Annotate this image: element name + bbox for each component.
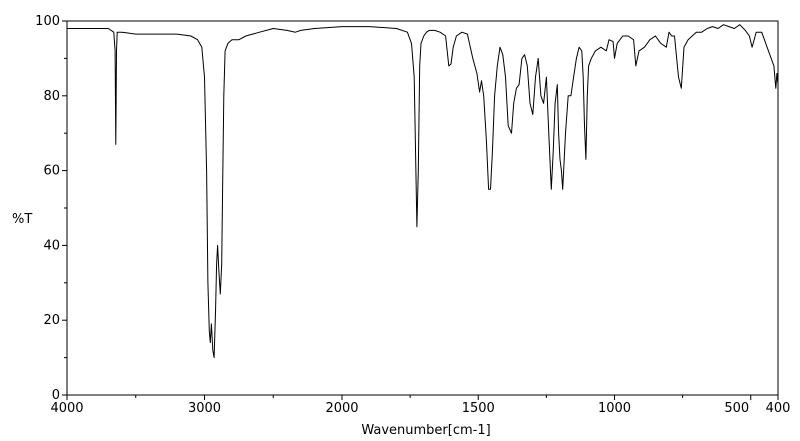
- series-group: [67, 24, 779, 359]
- y-tick-label-60: 60: [43, 164, 60, 179]
- y-tick-label-80: 80: [43, 89, 60, 104]
- tick-group: 0 20 40 60 80 100 4000 3000 2000 1500 1000 500 400: [35, 14, 790, 416]
- spectrum-line-0: [67, 24, 779, 359]
- x-tick-label-400: 400: [766, 401, 791, 416]
- x-tick-label-1500: 1500: [462, 401, 495, 416]
- y-tick-label-0: 0: [52, 388, 60, 403]
- y-tick-label-40: 40: [43, 238, 60, 253]
- x-tick-label-500: 500: [724, 401, 749, 416]
- x-tick-label-4000: 4000: [50, 401, 83, 416]
- y-tick-label-100: 100: [35, 14, 60, 29]
- y-tick-label-20: 20: [43, 313, 60, 328]
- y-axis-label: %T: [12, 212, 32, 227]
- plot-frame: [66, 20, 779, 396]
- x-tick-label-3000: 3000: [188, 401, 221, 416]
- x-tick-label-1000: 1000: [598, 401, 631, 416]
- x-axis-label: Wavenumber[cm-1]: [361, 423, 490, 438]
- x-tick-label-2000: 2000: [325, 401, 358, 416]
- plot-axes: [66, 20, 779, 396]
